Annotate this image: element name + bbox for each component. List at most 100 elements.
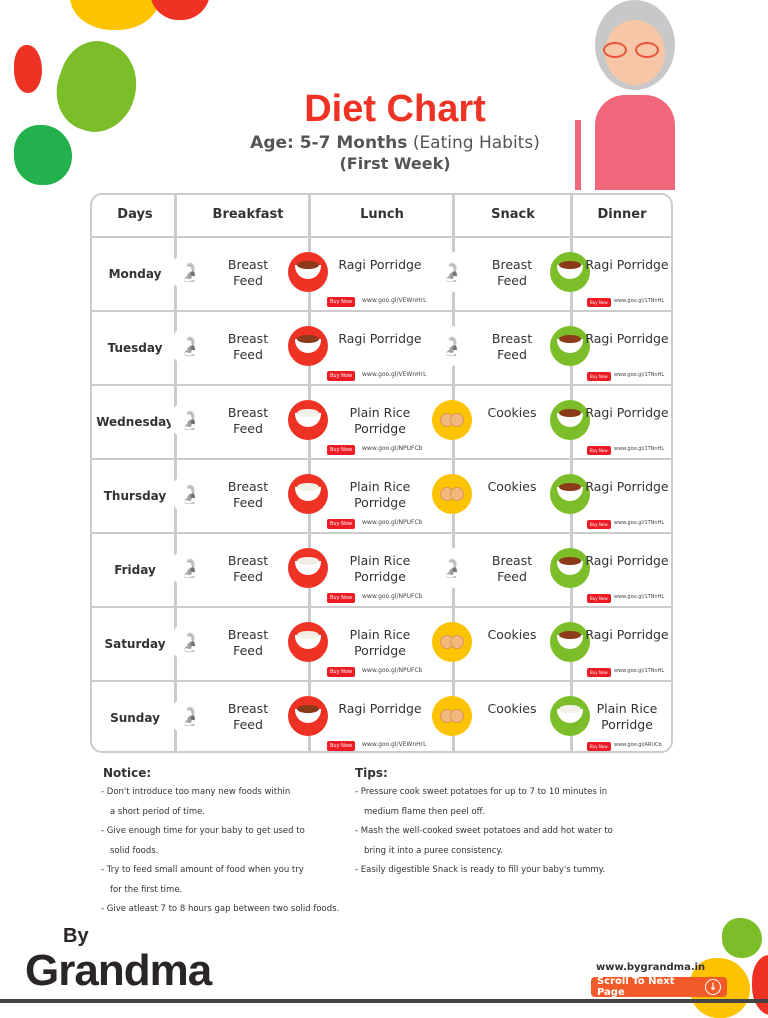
decor-blob-red-bottom — [752, 955, 768, 1015]
dinner-link[interactable]: www.goo.gl/1TNnHL — [614, 446, 665, 452]
age-subtitle: Age: 5-7 Months (Eating Habits) — [0, 133, 768, 153]
buy-now-button[interactable]: Buy Now — [587, 520, 611, 529]
buy-now-button[interactable]: Buy Now — [587, 298, 611, 307]
bowl — [295, 631, 321, 649]
dinner-link[interactable]: www.goo.gl/1TNnHL — [614, 594, 665, 600]
breakfast-cell: Breast Feed — [227, 479, 269, 510]
dinner-cell: Ragi Porridge — [585, 627, 669, 642]
notice-list: - Don't introduce too many new foods wit… — [101, 783, 339, 920]
day-label: Tuesday — [107, 341, 163, 355]
bowl — [295, 557, 321, 575]
breastfeed-icon: 🤰 — [432, 548, 472, 588]
row-divider — [92, 458, 671, 460]
ragi-porridge-icon — [550, 326, 590, 366]
dinner-link[interactable]: www.goo.gl/1TNnHL — [614, 668, 665, 674]
lunch-link[interactable]: www.goo.gl/NPUFCb — [362, 519, 423, 526]
buy-now-button[interactable]: Buy Now — [327, 741, 356, 751]
age-suffix: (Eating Habits) — [412, 133, 540, 153]
lunch-link[interactable]: www.goo.gl/VEWnHrL — [362, 741, 427, 748]
buy-now-button[interactable]: Buy Now — [587, 668, 611, 677]
notice-item: - Give enough time for your baby to get … — [101, 826, 305, 836]
decor-blob-green-small — [14, 125, 72, 185]
buy-now-button[interactable]: Buy Now — [587, 372, 611, 381]
breakfast-cell: Breast Feed — [227, 553, 269, 584]
snack-cell: Breast Feed — [491, 257, 533, 288]
ragi-porridge-icon — [288, 326, 328, 366]
tip-item: - Pressure cook sweet potatoes for up to… — [355, 787, 608, 797]
tip-item: bring it into a puree consistency. — [364, 845, 503, 856]
buy-now-button[interactable]: Buy Now — [327, 593, 356, 603]
decor-blob-green-bottom — [722, 918, 762, 958]
dinner-cell: Ragi Porridge — [585, 405, 669, 420]
buy-now-button[interactable]: Buy Now — [587, 446, 611, 455]
cookie — [450, 635, 464, 649]
lunch-link[interactable]: www.goo.gl/VEWnHrL — [362, 371, 427, 378]
scroll-next-button[interactable]: Scroll To Next Page ↓ — [591, 976, 727, 998]
logo-text: Grandma — [25, 946, 212, 995]
bowl — [557, 705, 583, 723]
dinner-cell: Ragi Porridge — [585, 479, 669, 494]
cookies-icon — [432, 400, 472, 440]
rice-porridge-icon — [288, 400, 328, 440]
cookie — [450, 487, 464, 501]
buy-now-button[interactable]: Buy Now — [587, 742, 611, 751]
bowl — [557, 631, 583, 649]
lunch-link[interactable]: www.goo.gl/VEWnHrL — [362, 297, 427, 304]
breakfast-cell: Breast Feed — [227, 405, 269, 436]
dinner-link[interactable]: www.goo.gl/1TNnHL — [614, 298, 665, 304]
tip-item: medium flame then peel off. — [364, 806, 486, 817]
cookies-icon — [432, 696, 472, 736]
cookie — [450, 413, 464, 427]
day-label: Sunday — [110, 711, 160, 725]
dinner-link[interactable]: www.goo.gl/1TNnHL — [614, 372, 665, 378]
tip-item: - Mash the well-cooked sweet potatoes an… — [355, 826, 613, 836]
dinner-cell: Plain Rice Porridge — [596, 701, 658, 732]
dinner-link[interactable]: www.goo.gl/1TNnHL — [614, 520, 665, 526]
notice-item: a short period of time. — [110, 806, 206, 817]
bowl — [295, 261, 321, 279]
column-divider — [570, 195, 573, 751]
rice-porridge-icon — [288, 548, 328, 588]
ragi-porridge-icon — [550, 400, 590, 440]
page-bottom-border — [0, 999, 768, 1003]
bowl — [557, 261, 583, 279]
notice-item: - Try to feed small amount of food when … — [101, 865, 304, 875]
buy-now-button[interactable]: Buy Now — [327, 667, 356, 677]
lunch-link[interactable]: www.goo.gl/NPUFCb — [362, 445, 423, 452]
tip-item: - Easily digestible Snack is ready to fi… — [355, 865, 606, 875]
column-header-snack: Snack — [491, 207, 535, 222]
website-label: www.bygrandma.in — [596, 962, 706, 973]
ragi-porridge-icon — [550, 252, 590, 292]
lunch-cell: Ragi Porridge — [338, 331, 422, 346]
breastfeed-icon: 🤰 — [170, 622, 210, 662]
buy-now-button[interactable]: Buy Now — [327, 519, 356, 529]
ragi-porridge-icon — [550, 548, 590, 588]
bowl — [557, 335, 583, 353]
lunch-link[interactable]: www.goo.gl/NPUFCb — [362, 593, 423, 600]
row-divider — [92, 680, 671, 682]
buy-now-button[interactable]: Buy Now — [587, 594, 611, 603]
breastfeed-icon: 🤰 — [170, 548, 210, 588]
day-label: Saturday — [104, 637, 166, 651]
notice-title: Notice: — [103, 766, 152, 780]
breastfeed-icon: 🤰 — [432, 326, 472, 366]
lunch-link[interactable]: www.goo.gl/NPUFCb — [362, 667, 423, 674]
breakfast-cell: Breast Feed — [227, 331, 269, 362]
rice-porridge-icon — [288, 622, 328, 662]
bowl — [295, 409, 321, 427]
breastfeed-icon: 🤰 — [170, 400, 210, 440]
decor-blob-red — [150, 0, 210, 20]
bowl — [557, 483, 583, 501]
snack-cell: Cookies — [487, 627, 537, 642]
buy-now-button[interactable]: Buy Now — [327, 297, 356, 307]
row-divider — [92, 310, 671, 312]
decor-blob-yellow — [70, 0, 160, 30]
tips-title: Tips: — [355, 766, 388, 780]
dinner-link[interactable]: www.goo.gl/ARUCb — [614, 742, 662, 748]
buy-now-button[interactable]: Buy Now — [327, 371, 356, 381]
page-title: Diet Chart — [304, 88, 486, 130]
bowl — [295, 705, 321, 723]
lunch-cell: Ragi Porridge — [338, 701, 422, 716]
ragi-porridge-icon — [550, 474, 590, 514]
buy-now-button[interactable]: Buy Now — [327, 445, 356, 455]
